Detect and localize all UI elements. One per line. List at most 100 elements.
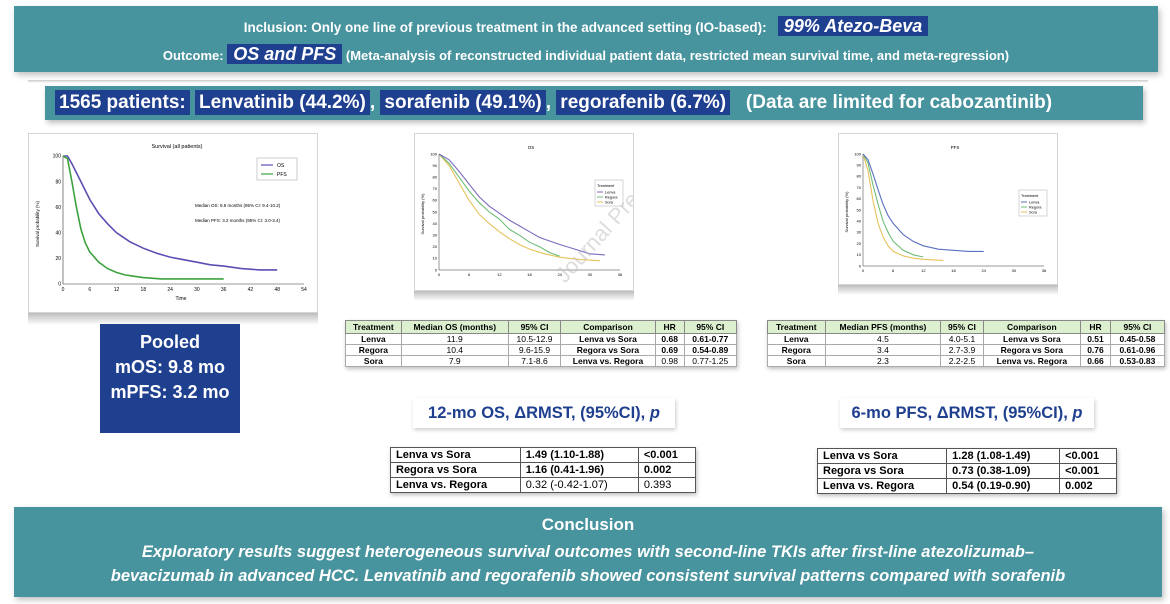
os-col-hr-ci: 95% CI bbox=[683, 320, 738, 334]
pfs-chart-ylabel: Survival probability (%) bbox=[844, 191, 849, 233]
table-row: Sora 2.3 2.2-2.5 Lenva vs. Regora 0.66 0… bbox=[767, 355, 1166, 367]
pooled-median-os-note: Median OS: 9.8 months (95% CI: 9.4-10.2) bbox=[195, 203, 281, 208]
table-cell: 1.28 (1.08-1.49) bbox=[946, 448, 1061, 464]
table-cell: 7.9 bbox=[400, 355, 509, 367]
x-tick-label: 18 bbox=[527, 272, 532, 277]
pooled-mpfs: mPFS: 3.2 mo bbox=[110, 382, 230, 402]
x-tick-label: 42 bbox=[248, 287, 254, 293]
os-legend-title: Treatment bbox=[597, 184, 615, 188]
x-tick-label: 54 bbox=[301, 287, 307, 293]
x-tick-label: 24 bbox=[981, 268, 986, 273]
table-cell: Lenva vs. Regora bbox=[390, 477, 521, 493]
conclusion-body: Exploratory results suggest heterogeneou… bbox=[34, 540, 1142, 588]
inclusion-line: Inclusion: Only one line of previous tre… bbox=[14, 16, 1158, 37]
table-cell: 0.54 (0.19-0.90) bbox=[946, 478, 1061, 494]
table-cell: 1.16 (0.41-1.96) bbox=[519, 462, 639, 478]
table-cell: 3.4 bbox=[824, 344, 942, 356]
pooled-title: Pooled bbox=[139, 332, 200, 352]
conclusion-title: Conclusion bbox=[541, 515, 635, 534]
x-tick-label: 6 bbox=[892, 268, 895, 273]
table-row: Sora 7.9 7.1-8.6 Lenva vs. Regora 0.98 0… bbox=[345, 355, 738, 367]
table-row: Lenva vs Sora 1.28 (1.08-1.49) <0.001 bbox=[816, 448, 1117, 464]
patients-sora: sorafenib (49.1%) bbox=[380, 90, 546, 115]
os-chart-title: OS bbox=[528, 145, 535, 150]
pooled-pfs-curve bbox=[62, 155, 224, 280]
x-tick-label: 6 bbox=[468, 272, 471, 277]
pooled-ticks: 0 6 12 18 24 30 36 42 48 54 0 20 40 60 80 100 bbox=[53, 154, 307, 293]
patients-note: (Data are limited for cabozantinib) bbox=[745, 92, 1053, 113]
pfs-rmst-heading-p: p bbox=[1072, 404, 1083, 422]
table-cell: 4.5 bbox=[824, 333, 942, 345]
pfs-table-header-row: Treatment Median PFS (months) 95% CI Com… bbox=[767, 320, 1166, 334]
inclusion-highlight: 99% Atezo-Beva bbox=[777, 16, 929, 36]
table-cell: Regora vs Sora bbox=[560, 344, 656, 356]
y-tick-label: 70 bbox=[857, 185, 862, 190]
x-tick-label: 30 bbox=[194, 287, 200, 293]
table-cell: 0.53-0.83 bbox=[1109, 355, 1166, 367]
os-rmst-table: Lenva vs Sora 1.49 (1.10-1.88) <0.001 Re… bbox=[390, 447, 697, 493]
pfs-lenva-curve bbox=[862, 153, 984, 252]
x-tick-label: 24 bbox=[167, 287, 173, 293]
os-lenva-curve bbox=[438, 153, 605, 256]
legend-pfs-label: PFS bbox=[277, 172, 287, 178]
pooled-median-pfs-note: Median PFS: 3.2 months (95% CI: 3.0-3.4) bbox=[195, 218, 281, 223]
inclusion-outcome-banner: Inclusion: Only one line of previous tre… bbox=[14, 6, 1158, 72]
x-tick-label: 24 bbox=[557, 272, 562, 277]
x-tick-label: 30 bbox=[588, 272, 593, 277]
pfs-chart-reflection bbox=[838, 285, 1058, 295]
pfs-legend-sora: Sora bbox=[1029, 211, 1038, 215]
table-row: Regora vs Sora 1.16 (0.41-1.96) 0.002 bbox=[390, 462, 697, 478]
y-tick-label: 60 bbox=[433, 198, 438, 203]
table-cell: 0.002 bbox=[637, 462, 697, 478]
os-chart-svg: OS Survival probability (%) 0 6 12 18 24 30 36… bbox=[420, 144, 683, 288]
x-tick-label: 36 bbox=[618, 272, 623, 277]
y-tick-label: 100 bbox=[430, 151, 437, 156]
pfs-legend-lenva: Lenva bbox=[1029, 201, 1040, 205]
table-cell: Lenva vs Sora bbox=[816, 448, 948, 464]
table-cell: 0.61-0.77 bbox=[683, 333, 738, 345]
x-tick-label: 36 bbox=[221, 287, 227, 293]
table-cell: Lenva vs. Regora bbox=[982, 355, 1082, 367]
pfs-col-comparison: Comparison bbox=[982, 320, 1082, 334]
pfs-col-treatment: Treatment bbox=[767, 320, 826, 334]
pooled-os-curve bbox=[63, 155, 278, 271]
y-tick-label: 40 bbox=[433, 221, 438, 226]
table-cell: 2.2-2.5 bbox=[940, 355, 984, 367]
table-cell: 0.002 bbox=[1059, 478, 1117, 494]
patients-rego: regorafenib (6.7%) bbox=[556, 90, 731, 115]
x-tick-label: 0 bbox=[62, 287, 65, 293]
table-cell: 7.1-8.6 bbox=[507, 355, 562, 367]
os-legend-sora: Sora bbox=[605, 201, 614, 205]
x-tick-label: 12 bbox=[497, 272, 502, 277]
divider-shadow bbox=[28, 80, 1148, 83]
os-median-table: Treatment Median OS (months) 95% CI Comp… bbox=[345, 320, 738, 367]
os-ticks: 0 6 12 18 24 30 36 0 10 20 30 40 50 60 70 80 90 100 bbox=[430, 151, 623, 277]
table-row: Lenva 4.5 4.0-5.1 Lenva vs Sora 0.51 0.4… bbox=[767, 333, 1166, 345]
table-row: Lenva vs. Regora 0.54 (0.19-0.90) 0.002 bbox=[816, 478, 1117, 494]
table-cell: 0.32 (-0.42-1.07) bbox=[519, 477, 639, 493]
table-row: Regora 3.4 2.7-3.9 Regora vs Sora 0.76 0… bbox=[767, 344, 1166, 356]
x-tick-label: 30 bbox=[1012, 268, 1017, 273]
inclusion-label: Inclusion: Only one line of previous tre… bbox=[243, 20, 767, 35]
y-tick-label: 40 bbox=[55, 230, 61, 236]
table-cell: 1.49 (1.10-1.88) bbox=[519, 447, 639, 463]
table-cell: 2.7-3.9 bbox=[940, 344, 984, 356]
os-col-treatment: Treatment bbox=[345, 320, 402, 334]
pfs-col-hr: HR bbox=[1080, 320, 1111, 334]
patients-banner: 1565 patients: Lenvatinib (44.2%), soraf… bbox=[45, 86, 1143, 120]
table-cell: 2.3 bbox=[824, 355, 942, 367]
y-tick-label: 50 bbox=[433, 209, 438, 214]
pooled-chart-svg: Survival (all patients) Survival probabi… bbox=[35, 144, 307, 302]
table-cell: 0.68 bbox=[654, 333, 685, 345]
table-cell: Regora vs Sora bbox=[390, 462, 521, 478]
table-row: Lenva vs Sora 1.49 (1.10-1.88) <0.001 bbox=[390, 447, 697, 463]
table-row: Lenva 11.9 10.5-12.9 Lenva vs Sora 0.68 … bbox=[345, 333, 738, 345]
table-cell: 10.5-12.9 bbox=[507, 333, 562, 345]
pooled-summary-box: Pooled mOS: 9.8 mo mPFS: 3.2 mo bbox=[100, 324, 240, 433]
os-rmst-heading-text: 12-mo OS, ΔRMST, (95%CI), bbox=[428, 404, 646, 422]
table-cell: Lenva bbox=[767, 333, 826, 345]
table-cell: 0.45-0.58 bbox=[1109, 333, 1166, 345]
os-col-hr: HR bbox=[654, 320, 685, 334]
table-cell: Sora bbox=[345, 355, 402, 367]
table-cell: Lenva vs Sora bbox=[390, 447, 521, 463]
